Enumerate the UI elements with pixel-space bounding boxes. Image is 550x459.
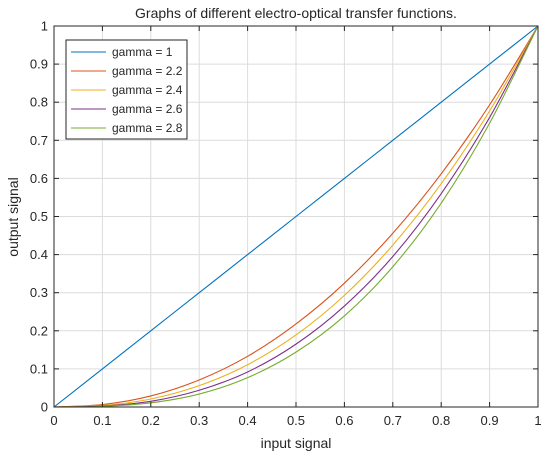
x-tick-label: 0.6 — [335, 413, 353, 428]
axis-tick-labels: 0 0.1 0.2 0.3 0.4 0.5 0.6 0.7 0.8 0.9 1 0 0.1 0.2 0.3 0… — [30, 19, 542, 429]
legend-entry: gamma = 2.4 — [112, 83, 183, 97]
y-axis-label: output signal — [5, 177, 21, 256]
legend-entry: gamma = 2.8 — [112, 121, 183, 135]
legend-entry: gamma = 1 — [112, 45, 173, 59]
y-tick-label: 0 — [41, 400, 48, 415]
x-tick-label: 0.7 — [384, 413, 402, 428]
legend-entry: gamma = 2.6 — [112, 102, 183, 116]
series-line-5 — [53, 25, 539, 408]
series-line-3 — [53, 25, 539, 408]
x-tick-label: 0.3 — [190, 413, 208, 428]
x-tick-label: 0.9 — [481, 413, 499, 428]
x-tick-label: 0.4 — [239, 413, 257, 428]
plot-lines — [53, 25, 539, 408]
legend-entry: gamma = 2.2 — [112, 64, 183, 78]
y-tick-label: 1 — [41, 19, 48, 34]
y-tick-label: 0.4 — [30, 247, 48, 262]
y-tick-label: 0.1 — [30, 361, 48, 376]
x-tick-label: 0.8 — [432, 413, 450, 428]
x-tick-label: 1 — [534, 413, 541, 428]
x-axis-label: input signal — [261, 435, 332, 451]
y-tick-label: 0.9 — [30, 57, 48, 72]
y-tick-label: 0.3 — [30, 285, 48, 300]
x-tick-label: 0.1 — [93, 413, 111, 428]
y-tick-label: 0.8 — [30, 95, 48, 110]
y-tick-label: 0.2 — [30, 323, 48, 338]
chart-title: Graphs of different electro-optical tran… — [135, 5, 457, 21]
y-tick-label: 0.6 — [30, 171, 48, 186]
series-line-4 — [53, 25, 539, 408]
series-line-2 — [53, 25, 539, 408]
x-tick-label: 0.2 — [142, 413, 160, 428]
x-tick-label: 0 — [50, 413, 57, 428]
legend: gamma = 1 gamma = 2.2 gamma = 2.4 gamma = 2… — [65, 39, 188, 140]
x-tick-label: 0.5 — [287, 413, 305, 428]
axis-ticks — [53, 25, 539, 408]
y-tick-label: 0.5 — [30, 209, 48, 224]
y-tick-label: 0.7 — [30, 133, 48, 148]
series-line-1 — [53, 25, 539, 408]
